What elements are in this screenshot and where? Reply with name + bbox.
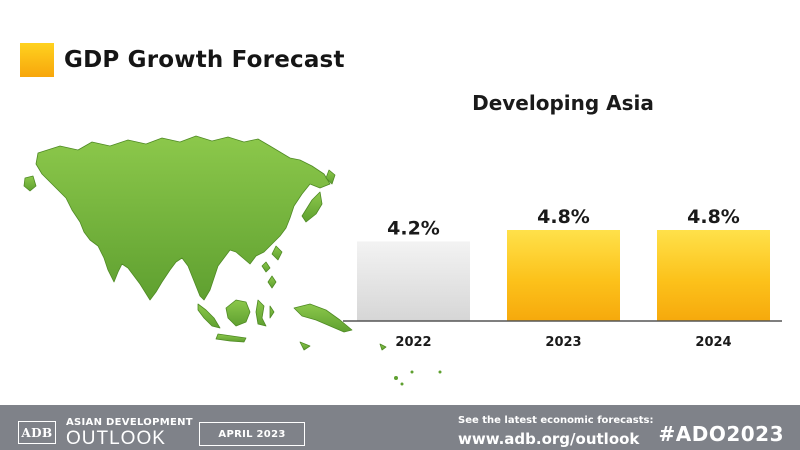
org-name-line2: OUTLOOK bbox=[66, 428, 166, 449]
legend-header: GDP Growth Forecast bbox=[20, 42, 345, 78]
see-forecasts-text: See the latest economic forecasts: bbox=[458, 415, 654, 426]
x-tick-label-2024: 2024 bbox=[695, 335, 731, 350]
hashtag-text: #ADO2023 bbox=[658, 422, 784, 446]
x-tick-label-2023: 2023 bbox=[545, 335, 581, 350]
adb-logo: ADB bbox=[18, 421, 56, 444]
gdp-bar-chart: Developing Asia 4.2% 2022 4.8% 2023 4.8% 2024 bbox=[343, 91, 782, 350]
chart-title: Developing Asia bbox=[472, 91, 654, 115]
org-name-line1: ASIAN DEVELOPMENT bbox=[66, 417, 193, 428]
outlook-url-link[interactable]: www.adb.org/outlook bbox=[458, 430, 640, 448]
data-label-2022: 4.2% bbox=[387, 217, 440, 239]
data-label-2024: 4.8% bbox=[687, 206, 740, 228]
edition-date-badge: APRIL 2023 bbox=[199, 422, 305, 446]
x-tick-label-2022: 2022 bbox=[395, 335, 431, 350]
legend-swatch bbox=[20, 43, 54, 77]
bar-2024 bbox=[657, 230, 770, 321]
page-title: GDP Growth Forecast bbox=[64, 47, 345, 73]
bar-2023 bbox=[507, 230, 620, 321]
bar-2022 bbox=[357, 241, 470, 321]
data-label-2023: 4.8% bbox=[537, 206, 590, 228]
footer-bar: ADB ASIAN DEVELOPMENT OUTLOOK APRIL 2023… bbox=[0, 405, 800, 450]
